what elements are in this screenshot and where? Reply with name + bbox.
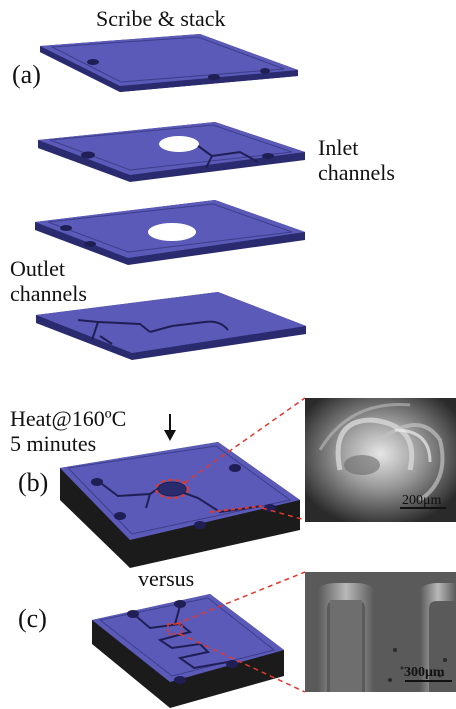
scribe-stack-title: Scribe & stack (96, 6, 226, 31)
zoom-lines-b (183, 397, 306, 521)
scale-label-c: 300μm (404, 665, 445, 680)
outlet-line-2: channels (10, 281, 87, 307)
micrograph-b: 200μm (305, 398, 456, 522)
inlet-channels-label: Inlet channels (318, 135, 395, 186)
heat-condition-label: Heat@160ºC 5 minutes (10, 406, 126, 457)
inlet-line-1: Inlet (318, 135, 359, 160)
heat-line-1: Heat@160ºC (10, 406, 127, 431)
zoom-lines-c (175, 571, 306, 693)
chip-c (92, 594, 284, 708)
layer-4-outlet-plate (36, 292, 306, 360)
scale-label-b: 200μm (402, 493, 442, 508)
layer-2-inlet-plate (38, 122, 305, 182)
outlet-line-1: Outlet (10, 256, 65, 281)
panel-a-label: (a) (12, 60, 41, 89)
micrograph-c: 300μm (305, 572, 456, 692)
layer-3-plate (35, 200, 305, 265)
panel-b-label: (b) (18, 468, 49, 497)
heat-line-2: 5 minutes (10, 431, 97, 457)
panel-c-label: (c) (18, 604, 47, 633)
outlet-channels-label: Outlet channels (10, 256, 87, 307)
process-arrow (164, 414, 176, 441)
layer-1-plate (40, 34, 298, 92)
inlet-line-2: channels (318, 160, 395, 186)
bonded-chip-b (60, 442, 300, 568)
versus-label: versus (138, 566, 195, 591)
